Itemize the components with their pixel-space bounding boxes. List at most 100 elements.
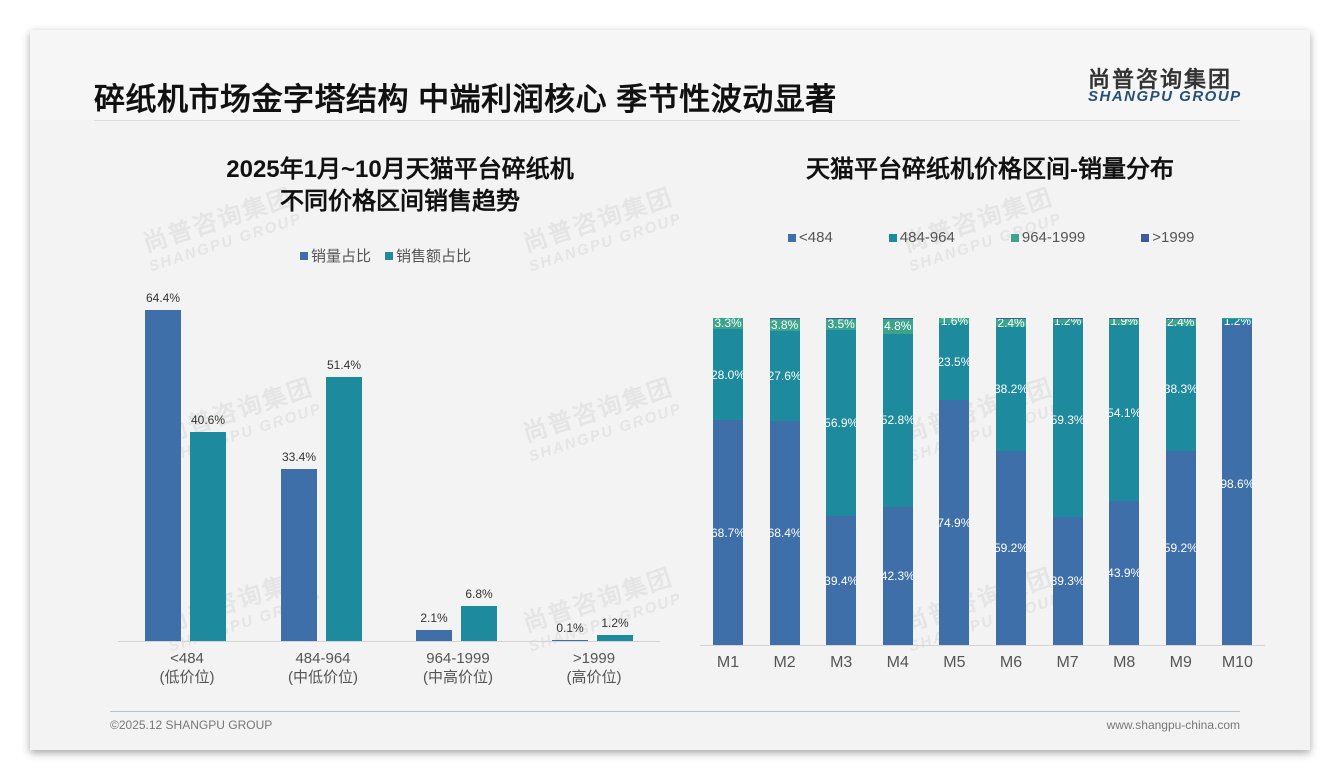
segment-value-label: 43.9%	[1109, 566, 1140, 581]
right-chart-x-axis	[700, 645, 1265, 646]
x-axis-month-label: M3	[830, 654, 853, 671]
bar-value-label: 2.1%	[420, 611, 448, 626]
bar-segment: 59.2%	[996, 451, 1026, 645]
bar-value-label: 0.1%	[556, 621, 584, 635]
segment-value-label: 23.5%	[939, 354, 970, 369]
header: 碎纸机市场金字塔结构 中端利润核心 季节性波动显著 尚普咨询集团 SHANGPU…	[30, 30, 1310, 120]
x-axis-category-label: >1999 (高价位)	[566, 650, 622, 686]
segment-value-label: 52.8%	[882, 413, 913, 428]
bar-revenue	[461, 606, 497, 641]
bar-segment: 39.4%	[826, 516, 857, 645]
bar-value-label: 40.6%	[190, 413, 226, 428]
bar-segment: 1.6%	[939, 318, 970, 328]
bar-volume	[552, 640, 588, 641]
x-axis-category-label: <484 (低价位)	[159, 650, 215, 686]
bar-segment	[1222, 318, 1253, 319]
header-divider	[94, 120, 1240, 121]
bar-segment: 1.9%	[1109, 318, 1140, 328]
x-axis-month-label: M2	[773, 654, 796, 671]
bar-segment: 98.6%	[1222, 322, 1253, 645]
bar-segment: 3.8%	[769, 318, 800, 332]
stacked-bar: 59.2% 38.2% 2.4%	[996, 318, 1026, 645]
x-axis-month-label: M10	[1221, 654, 1253, 671]
stacked-bar: 74.9% 23.5% 1.6%	[939, 318, 970, 645]
bar-revenue	[190, 432, 226, 641]
bar-value-label: 64.4%	[145, 291, 181, 305]
segment-value-label: 54.1%	[1109, 406, 1140, 420]
segment-value-label: 74.9%	[939, 515, 970, 530]
legend-item-volume: 销量占比	[300, 245, 371, 266]
bar-value-label: 33.4%	[281, 450, 317, 465]
bar-segment: 23.5%	[939, 323, 970, 401]
bar-segment: 3.5%	[826, 318, 857, 332]
company-logo-en: SHANGPU GROUP	[1088, 88, 1242, 105]
bar-segment: 1.2%	[1052, 318, 1083, 328]
bar-segment: 2.4%	[1165, 318, 1196, 330]
x-axis-month-label: M7	[1056, 654, 1079, 671]
bar-segment	[826, 318, 857, 319]
bar-revenue	[597, 634, 633, 641]
segment-value-label: 3.8%	[770, 318, 799, 332]
segment-value-label: 3.5%	[827, 318, 855, 332]
bar-segment: 1.2%	[1222, 318, 1253, 328]
legend-swatch	[385, 251, 394, 260]
watermark: 尚普咨询集团 SHANGPU GROUP	[900, 373, 1065, 466]
watermark: 尚普咨询集团 SHANGPU GROUP	[900, 563, 1065, 656]
segment-value-label: 59.3%	[1052, 412, 1083, 427]
bar-segment: 2.4%	[996, 318, 1026, 330]
segment-value-label: 42.3%	[882, 568, 913, 583]
x-axis-month-label: M5	[943, 654, 966, 671]
bar-value-label: 6.8%	[465, 587, 493, 602]
x-axis-category-label: 964-1999 (中高价位)	[423, 650, 493, 686]
x-axis-month-label: M4	[886, 654, 909, 671]
bar-segment: 4.8%	[882, 318, 913, 335]
bar-segment: 68.7%	[713, 420, 743, 645]
bar-segment	[1052, 318, 1083, 319]
watermark: 尚普咨询集团 SHANGPU GROUP	[900, 183, 1065, 276]
segment-value-label: 2.4%	[1167, 318, 1195, 330]
left-chart-title: 2025年1月~10月天猫平台碎纸机 不同价格区间销售趋势	[226, 156, 574, 215]
segment-value-label: 28.0%	[713, 367, 743, 382]
bar-segment: 68.4%	[769, 421, 800, 645]
segment-value-label: 1.9%	[1110, 318, 1138, 329]
stacked-bar: 98.6% 1.2%	[1222, 318, 1253, 645]
segment-value-label: 3.3%	[714, 318, 742, 331]
segment-value-label: 1.2%	[1053, 318, 1082, 328]
bar-volume	[281, 469, 317, 641]
slide: 碎纸机市场金字塔结构 中端利润核心 季节性波动显著 尚普咨询集团 SHANGPU…	[30, 30, 1310, 750]
x-axis-category-label: 484-964 (中低价位)	[288, 650, 358, 686]
stacked-bar: 68.7% 28.0% 3.3%	[713, 318, 743, 645]
stacked-bar: 39.3% 59.3% 1.2%	[1052, 318, 1083, 645]
legend-swatch	[300, 251, 308, 260]
bar-segment: 39.3%	[1052, 516, 1083, 645]
bar-segment: 59.3%	[1052, 322, 1083, 517]
left-chart-x-axis	[118, 641, 660, 642]
footer-website: www.shangpu-china.com	[1106, 718, 1240, 732]
bar-value-label: 1.2%	[601, 615, 629, 630]
legend-item-lt484: <484	[788, 229, 833, 246]
segment-value-label: 98.6%	[1222, 476, 1253, 491]
x-axis-month-label: M6	[999, 654, 1023, 671]
stacked-bar: 59.2% 38.3% 2.4%	[1165, 318, 1196, 645]
segment-value-label: 27.6%	[769, 369, 800, 384]
segment-value-label: 39.4%	[826, 573, 857, 588]
segment-value-label: 39.3%	[1052, 573, 1083, 588]
legend-item-964-1999: 964-1999	[1010, 229, 1085, 246]
company-logo-cn: 尚普咨询集团	[1088, 67, 1233, 92]
stacked-bar: 43.9% 54.1% 1.9%	[1109, 318, 1140, 645]
bar-segment: 52.8%	[882, 334, 913, 507]
bar-value-label: 51.4%	[326, 357, 362, 372]
segment-value-label: 38.3%	[1165, 381, 1196, 396]
bar-segment: 3.3%	[713, 318, 743, 331]
bar-segment: 42.3%	[882, 506, 913, 645]
bar-volume	[145, 310, 181, 641]
watermark: 尚普咨询集团 SHANGPU GROUP	[520, 373, 685, 466]
stacked-bar: 68.4% 27.6% 3.8%	[769, 318, 800, 645]
bar-segment: 28.0%	[713, 328, 743, 421]
bar-segment	[996, 318, 1026, 319]
bar-volume	[416, 630, 452, 641]
x-axis-month-label: M9	[1169, 654, 1192, 671]
segment-value-label: 1.2%	[1223, 318, 1252, 328]
right-chart-legend: <484 484-964 964-1999 >1999	[788, 229, 1208, 246]
segment-value-label: 59.2%	[996, 541, 1026, 556]
